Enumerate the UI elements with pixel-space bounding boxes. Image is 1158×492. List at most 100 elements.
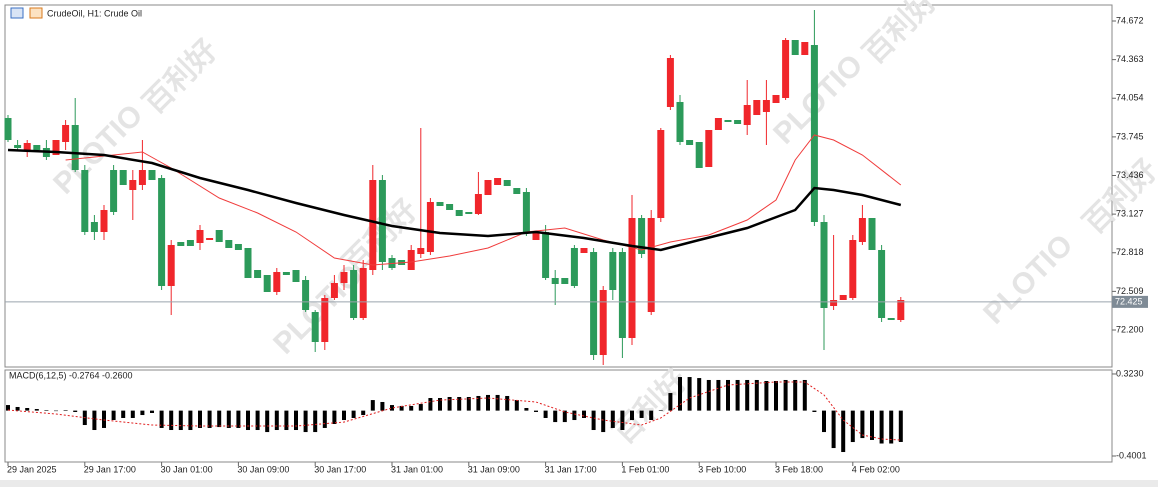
- macd-bar: [63, 410, 68, 411]
- candle-body: [628, 218, 636, 338]
- candle-body: [561, 278, 569, 284]
- indicator-title: MACD(6,12,5) -0.2764 -0.2600: [9, 370, 133, 380]
- candle-body: [426, 202, 434, 252]
- candle-body: [638, 218, 646, 254]
- candle-body: [23, 143, 31, 150]
- candle-body: [234, 244, 242, 250]
- candle-body: [407, 250, 415, 270]
- macd-bar: [457, 396, 462, 411]
- macd-bar: [342, 410, 346, 421]
- candle-body: [513, 188, 521, 194]
- macd-bar: [668, 393, 673, 411]
- candle-body: [158, 178, 166, 286]
- macd-bar: [716, 379, 721, 411]
- candle-body: [4, 118, 12, 140]
- candle-body: [436, 202, 444, 206]
- candle-body: [119, 170, 127, 185]
- candle-body: [81, 170, 89, 232]
- macd-bar: [850, 410, 855, 443]
- macd-bar: [198, 410, 202, 428]
- macd-bar: [217, 410, 222, 428]
- signal-line: [7, 381, 901, 441]
- x-tick-label: 30 Jan 17:00: [314, 464, 366, 474]
- x-tick-label: 29 Jan 17:00: [84, 464, 136, 474]
- macd-bar: [524, 408, 529, 411]
- candle-body: [110, 170, 118, 212]
- macd-bar: [188, 410, 193, 431]
- candle-body: [215, 230, 223, 242]
- macd-bar: [15, 406, 20, 411]
- candle-body: [878, 250, 886, 318]
- macd-bar: [399, 405, 404, 411]
- x-tick-label: 29 Jan 2025: [7, 464, 57, 474]
- macd-bar: [351, 410, 356, 418]
- candle-body: [599, 290, 607, 355]
- macd-bar: [620, 410, 625, 431]
- candle-body: [522, 192, 530, 232]
- candle-body: [225, 240, 233, 248]
- candle-body: [206, 238, 214, 240]
- macd-bar: [879, 410, 884, 444]
- candle-body: [129, 180, 137, 190]
- candle-body: [801, 42, 809, 55]
- x-tick-label: 3 Feb 10:00: [698, 464, 746, 474]
- candle-body: [138, 170, 146, 185]
- candle-body: [858, 218, 866, 242]
- candle-body: [820, 222, 828, 308]
- candle-body: [378, 180, 386, 262]
- y-tick-label: 74.363: [1116, 54, 1144, 64]
- macd-bar: [121, 410, 126, 418]
- macd-bar: [294, 410, 298, 431]
- x-tick-label: 31 Jan 01:00: [391, 464, 443, 474]
- macd-bar: [178, 410, 183, 431]
- macd-bar: [745, 379, 750, 411]
- candle-body: [455, 210, 463, 216]
- x-tick-label: 3 Feb 18:00: [775, 464, 823, 474]
- candle-body: [772, 95, 780, 103]
- macd-bar: [73, 410, 78, 412]
- candle-body: [724, 120, 732, 122]
- candle-body: [340, 272, 348, 283]
- macd-bar: [514, 400, 519, 411]
- candle-body: [177, 242, 185, 246]
- y-tick-label: 72.200: [1116, 324, 1144, 334]
- candle-body: [849, 240, 857, 298]
- macd-bar: [34, 409, 39, 411]
- macd-bar: [466, 396, 471, 411]
- macd-bar: [438, 398, 442, 411]
- candle-body: [791, 40, 799, 55]
- macd-bar: [54, 410, 58, 412]
- macd-bar: [572, 410, 577, 421]
- current-price-box: [1112, 295, 1148, 308]
- x-tick-label: 4 Feb 02:00: [852, 464, 900, 474]
- candle-body: [302, 280, 310, 310]
- macd-bar: [284, 410, 289, 431]
- macd-bar: [111, 410, 116, 421]
- candle-body: [714, 118, 722, 130]
- candle-body: [666, 58, 674, 107]
- macd-bar: [543, 410, 548, 418]
- macd-bar: [274, 410, 279, 431]
- candle-body: [254, 270, 262, 278]
- macd-bar: [841, 410, 846, 453]
- macd-bar: [726, 379, 730, 411]
- candle-body: [762, 100, 770, 112]
- candle-body: [609, 252, 617, 290]
- macd-bar: [140, 410, 145, 416]
- candle-body: [330, 283, 338, 298]
- macd-bar: [236, 410, 241, 428]
- moving-average: [7, 148, 902, 252]
- candle-body: [782, 40, 790, 98]
- candle-body: [695, 142, 703, 168]
- macd-bar: [265, 410, 270, 433]
- candle-body: [484, 180, 492, 195]
- candle-body: [148, 170, 156, 180]
- candle-body: [494, 178, 502, 185]
- candle-body: [14, 145, 22, 148]
- candle-body: [90, 222, 98, 232]
- candle-body: [71, 125, 79, 170]
- candle-body: [676, 102, 684, 142]
- macd-bar: [361, 410, 366, 416]
- macd-bar: [505, 395, 510, 411]
